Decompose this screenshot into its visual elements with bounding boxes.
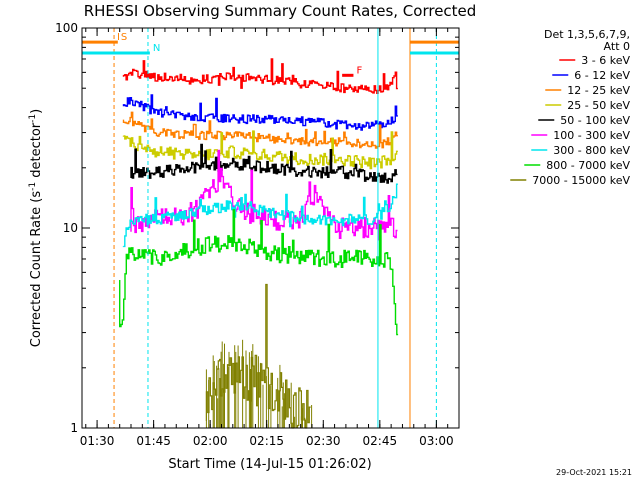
flag-layer: I S N F <box>82 28 459 428</box>
legend: Det 1,3,5,6,7,9,Att 03 - 6 keV 6 - 12 keV… <box>510 28 630 187</box>
y-axis: 1 10 100 <box>55 21 459 435</box>
y-axis-label-part: ) <box>29 109 44 114</box>
legend-entry-7: 800 - 7000 keV <box>546 159 630 172</box>
y-axis-label-part: Corrected Count Rate (s <box>29 191 44 348</box>
series-line-6 <box>122 183 398 248</box>
x-axis: 01:30 01:45 02:00 02:15 02:30 02:45 03:00 <box>80 28 454 448</box>
legend-header-1: Att 0 <box>604 40 630 53</box>
x-tick-label-4: 02:30 <box>306 434 341 448</box>
legend-entry-5: 100 - 300 keV <box>553 129 630 142</box>
generation-timestamp: 29-Oct-2021 15:21 <box>556 468 632 477</box>
series-line-5 <box>130 149 398 241</box>
x-tick-label-3: 02:15 <box>249 434 284 448</box>
y-axis-label-superscript: -1 <box>28 182 38 191</box>
legend-entry-8: 7000 - 15000 keV <box>532 174 630 187</box>
x-tick-label-5: 02:45 <box>363 434 398 448</box>
legend-entry-0: 3 - 6 keV <box>581 54 630 67</box>
flag-label-3: F <box>356 65 362 76</box>
legend-entry-4: 50 - 100 keV <box>560 114 630 127</box>
series-line-1 <box>122 94 398 131</box>
x-tick-label-1: 01:45 <box>136 434 171 448</box>
legend-entry-6: 300 - 800 keV <box>553 144 630 157</box>
legend-entry-1: 6 - 12 keV <box>574 69 630 82</box>
x-tick-label-0: 01:30 <box>80 434 115 448</box>
legend-entry-3: 25 - 50 keV <box>567 99 630 112</box>
flag-label-1: S <box>121 32 127 43</box>
flag-label-0: I <box>117 32 120 43</box>
y-axis-label-superscript: -1 <box>28 114 38 123</box>
flag-label-2: N <box>153 43 160 54</box>
chart-title: RHESSI Observing Summary Count Rates, Co… <box>84 2 477 20</box>
y-axis-label: Corrected Count Rate (s-1 detector-1) <box>28 109 44 347</box>
y-axis-label-part: detector <box>29 122 44 182</box>
series-line-2 <box>122 111 398 149</box>
y-tick-label-0: 1 <box>70 421 78 435</box>
legend-header-0: Det 1,3,5,6,7,9, <box>544 28 630 41</box>
series-layer <box>119 58 399 429</box>
x-axis-label: Start Time (14-Jul-15 01:26:02) <box>168 457 371 472</box>
legend-entry-2: 12 - 25 keV <box>567 84 630 97</box>
x-tick-label-2: 02:00 <box>193 434 228 448</box>
x-tick-label-6: 03:00 <box>419 434 454 448</box>
y-tick-label-2: 100 <box>55 21 78 35</box>
y-tick-label-1: 10 <box>63 221 78 235</box>
series-line-4 <box>130 143 398 184</box>
series-line-3 <box>122 130 398 170</box>
series-line-0 <box>122 58 398 94</box>
series-line-7 <box>119 209 399 336</box>
